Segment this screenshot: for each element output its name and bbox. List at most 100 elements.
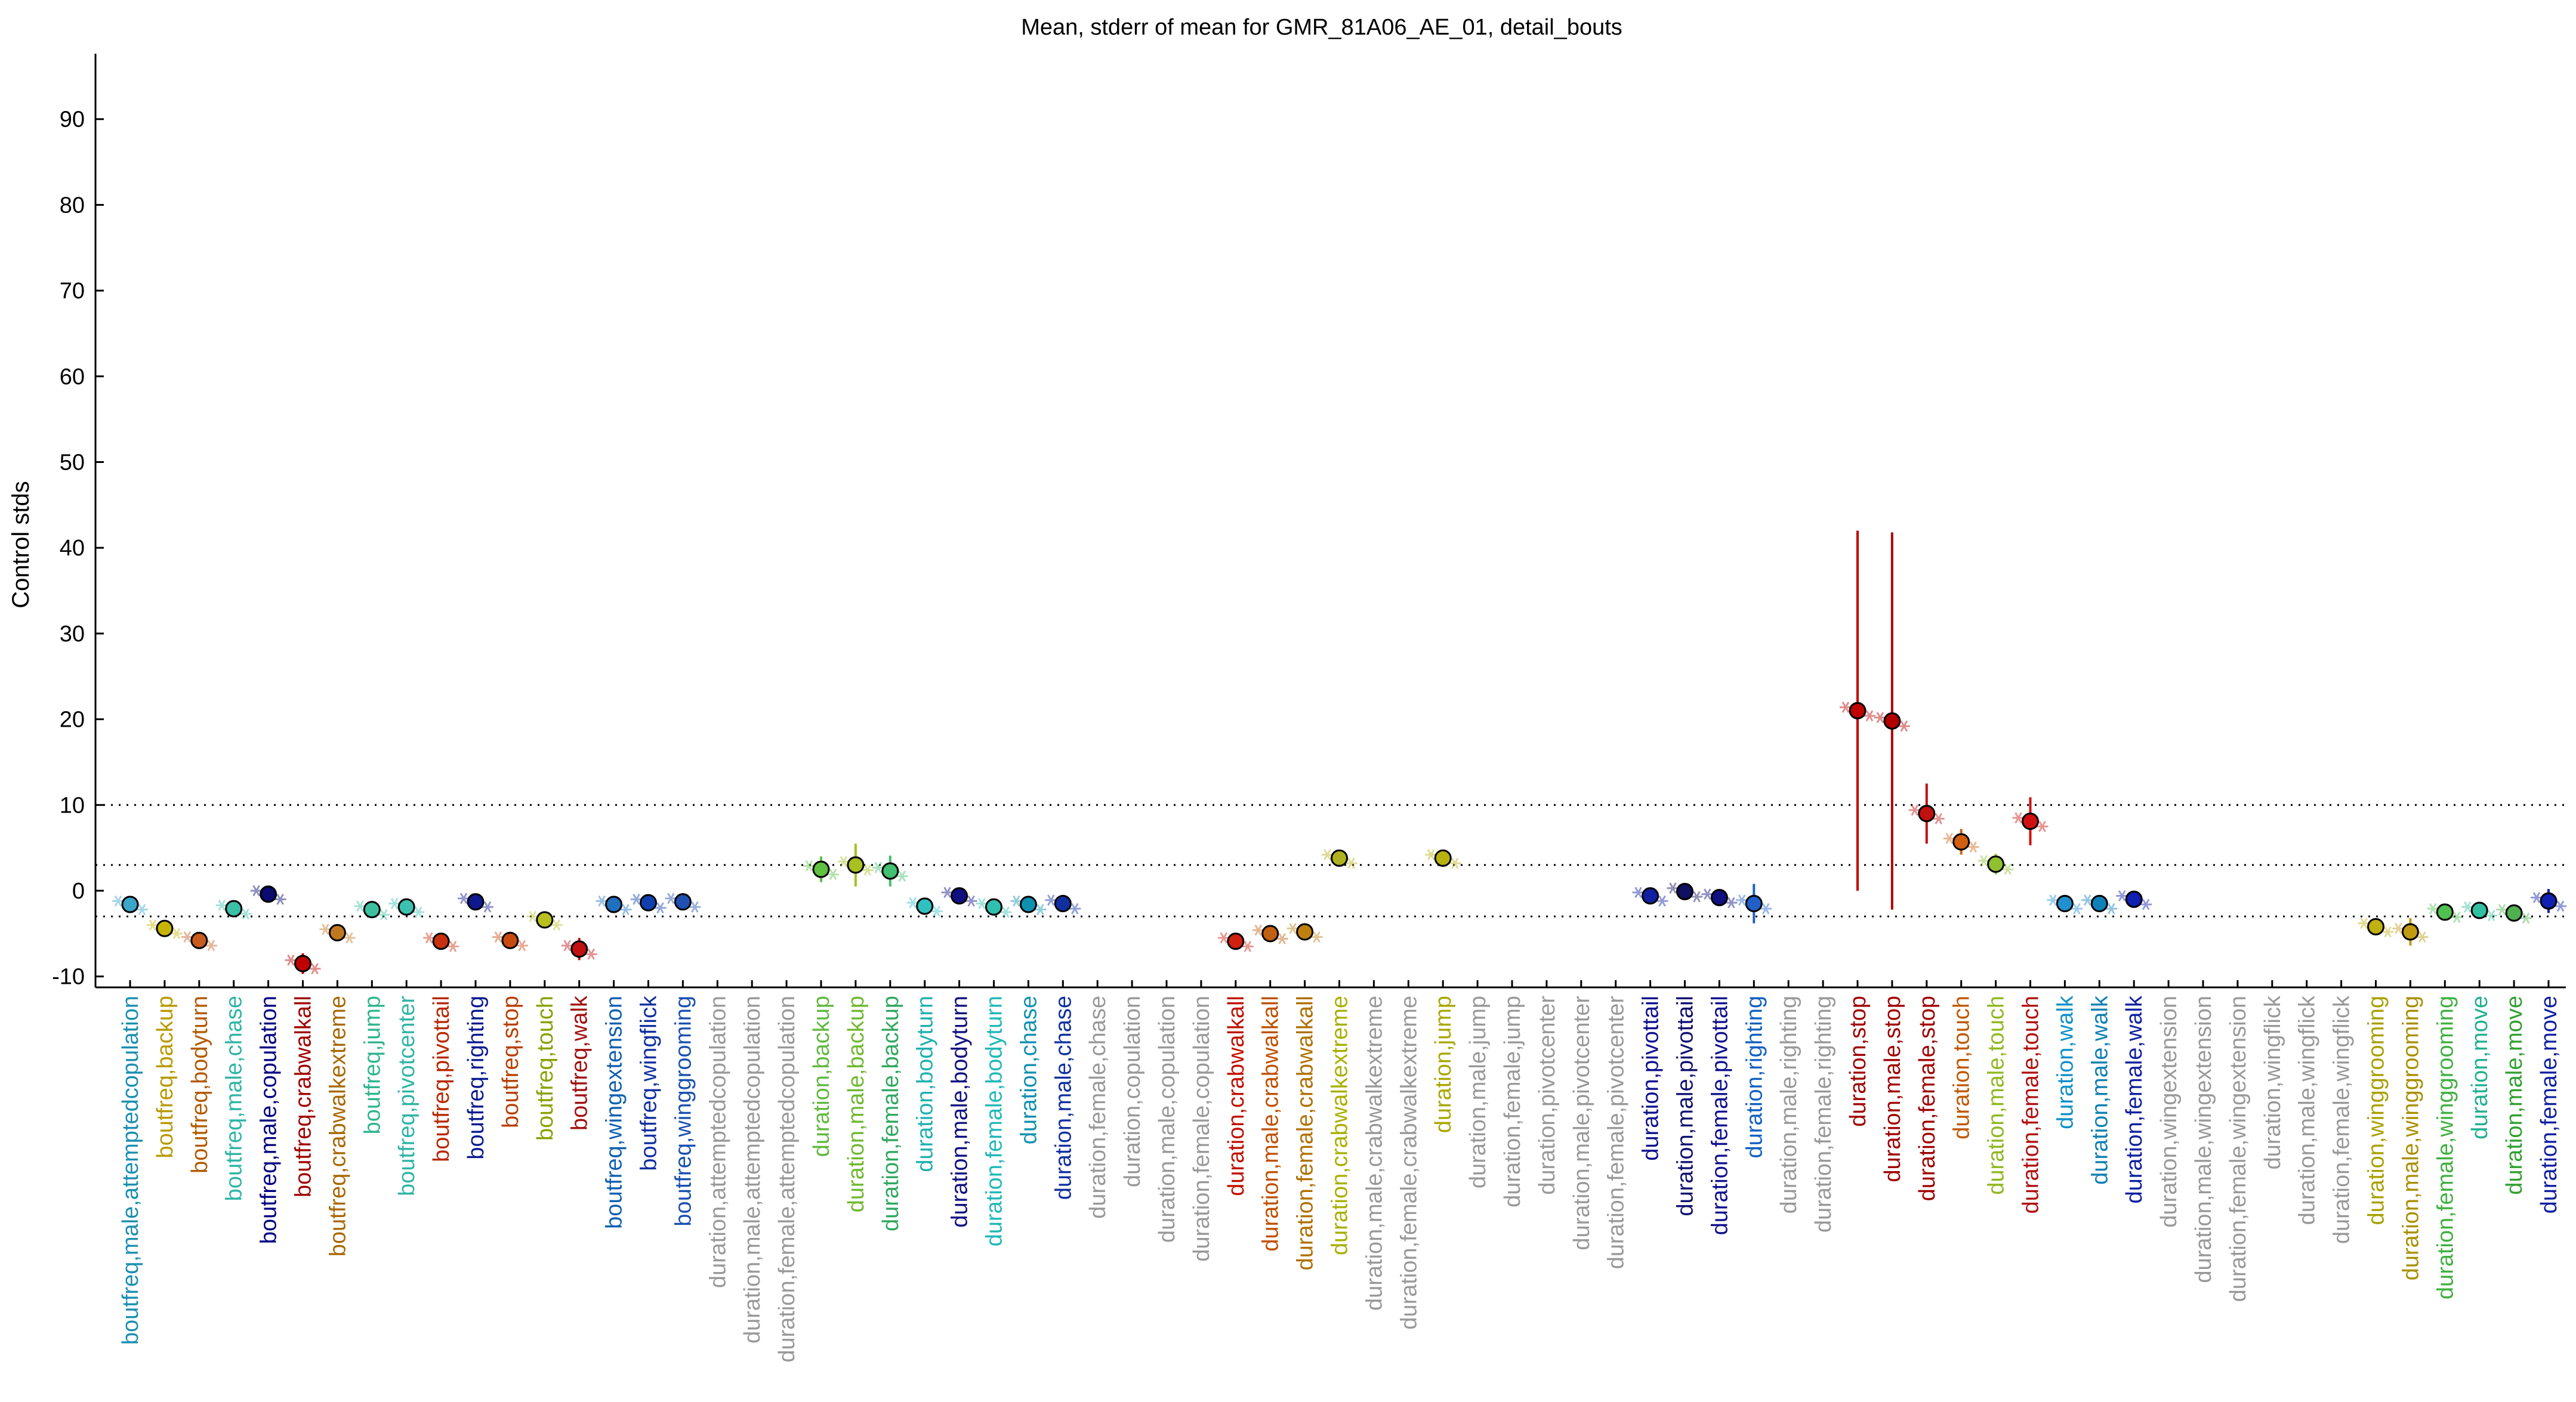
sub-group-marker [2081,894,2094,906]
sub-group-marker [1840,702,1852,713]
mean-marker [397,898,415,916]
mean-marker [605,895,623,913]
sub-group-marker [354,900,366,912]
mean-marker [225,900,243,918]
mean-marker [570,940,588,958]
y-tick-label: 10 [60,793,85,818]
mean-marker [2505,904,2523,922]
x-tick-label: duration,female,crabwalkall [1293,996,1318,1270]
sub-group-marker [2427,903,2439,915]
sub-group-marker [930,906,943,917]
sub-group-marker [2105,903,2118,915]
mean-marker [2470,901,2488,919]
mean-marker [294,955,311,972]
x-tick-label: duration,female,copulation [1189,996,1214,1262]
mean-marker [2436,903,2454,921]
x-tick-label: duration,pivottail [1639,996,1664,1161]
sub-group-marker [803,860,815,872]
x-tick-label: duration,female,winggrooming [2433,996,2458,1299]
mean-marker [156,919,174,937]
x-tick-label: duration,jump [1431,996,1456,1133]
x-tick-label: duration,move [2467,996,2492,1139]
x-tick-label: duration,female,pivottail [1707,996,1732,1235]
mean-marker [1019,895,1037,913]
x-tick-label: duration,female,crabwalkextreme [1396,996,1421,1330]
x-tick-label: duration,male,crabwalkextreme [1362,996,1387,1311]
mean-marker [121,895,139,913]
sub-group-marker [482,901,493,913]
x-tick-label: boutfreq,winggrooming [671,996,696,1227]
x-tick-label: boutfreq,crabwalkextreme [325,996,350,1256]
x-tick-label: duration,male,walk [2087,995,2112,1185]
x-tick-label: duration,male,move [2502,996,2527,1195]
x-tick-label: duration,righting [1742,996,1767,1159]
mean-marker [260,885,277,903]
sub-group-marker [654,902,667,914]
sub-group-marker [1287,922,1299,934]
sub-group-marker [1908,804,1921,816]
mean-marker [1987,855,2005,873]
x-tick-label: boutfreq,pivottail [429,996,454,1162]
sub-group-marker [999,906,1012,918]
sub-group-marker [378,909,390,921]
x-tick-label: boutfreq,stop [498,996,523,1128]
x-tick-label: duration,female,jump [1500,996,1525,1208]
x-tick-label: duration,male,crabwalkall [1258,996,1284,1252]
x-tick-label: duration,winggrooming [2364,996,2389,1225]
mean-marker [2022,813,2039,830]
sub-group-marker [516,940,528,952]
x-tick-label: boutfreq,jump [360,996,385,1134]
sub-group-marker [343,932,356,944]
mean-marker [2540,892,2558,910]
x-tick-label: boutfreq,righting [464,996,489,1160]
x-tick-label: duration,male,copulation [1155,996,1180,1243]
mean-marker [1676,882,1693,900]
y-tick-label: 70 [60,279,85,304]
sub-group-marker [585,948,597,960]
x-tick-label: duration,wingextension [2157,996,2182,1228]
sub-group-marker [1045,894,1057,906]
x-tick-label: duration,pivotcenter [1535,996,1560,1195]
mean-marker [2056,895,2074,913]
reference-lines [95,804,2566,918]
y-tick-label: -10 [52,965,85,990]
x-tick-label: duration,backup [809,996,834,1157]
sub-group-marker [2358,918,2370,929]
x-tick-label: duration,female,touch [2019,996,2044,1213]
sub-group-marker [2012,812,2025,824]
x-tick-label: duration,female,stop [1915,996,1940,1201]
mean-marker [640,894,657,912]
mean-marker [190,931,208,949]
sub-group-marker [630,893,643,905]
x-tick-label: duration,male,pivottail [1673,996,1698,1216]
sub-group-marker [976,898,988,909]
sub-group-marker [1736,894,1748,906]
x-tick-label: duration,crabwalkextreme [1328,996,1353,1255]
x-tick-label: duration,female,wingflick [2330,995,2355,1244]
x-tick-label: duration,female,wingextension [2226,996,2251,1302]
mean-marker [847,856,865,874]
x-tick-label: duration,male,touch [1984,996,2009,1195]
mean-marker [2125,890,2143,908]
sub-group-marker [1864,710,1875,722]
mean-marker [1710,888,1728,906]
sub-group-marker [1252,924,1264,936]
sub-group-marker [561,940,573,952]
sub-group-marker [1425,849,1437,861]
x-tick-label: duration,male,stop [1880,996,1905,1182]
sub-group-marker [2555,900,2566,912]
x-tick-label: boutfreq,backup [153,996,178,1159]
y-tick-label: 20 [60,708,85,733]
sub-group-marker [896,870,908,882]
sub-group-marker [2520,912,2532,924]
x-tick-label: duration,male,bodyturn [948,996,973,1228]
x-tick-label: boutfreq,bodyturn [187,996,212,1174]
x-tick-label: duration,female,bodyturn [982,996,1007,1246]
mean-marker [951,887,968,905]
x-ticks: boutfreq,male,attemptedcopulation boutfre… [118,980,2562,1363]
sub-group-marker [1321,849,1334,861]
sub-group-marker [1449,857,1461,869]
mean-marker [1261,925,1279,943]
x-tick-label: duration,female,attemptedcopulation [775,996,800,1363]
sub-group-marker [2381,926,2394,938]
